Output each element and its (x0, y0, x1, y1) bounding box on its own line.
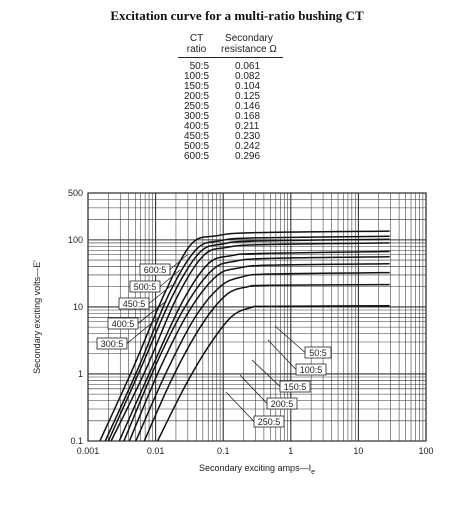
curve-label: 300:5 (101, 339, 124, 349)
curve-50-5 (156, 305, 390, 441)
curve-500-5 (104, 235, 390, 441)
curve-label: 150:5 (284, 382, 307, 392)
table-cell-resistance: 0.146 (235, 101, 261, 112)
curve-150-5 (135, 271, 390, 441)
table-cell-resistance: 0.061 (235, 61, 261, 72)
x-tick-label: 100 (418, 446, 433, 456)
curve-label-box (129, 280, 161, 293)
y-tick-label: 0.1 (70, 436, 83, 446)
table-cell-resistance: 0.168 (235, 111, 261, 122)
x-axis-label-main: Secondary exciting amps—I (199, 463, 311, 473)
table-cell-ratio: 200:5 (184, 91, 210, 102)
curve-label: 200:5 (271, 399, 294, 409)
curve-label: 100:5 (300, 365, 323, 375)
table-cell-ratio: 300:5 (184, 111, 210, 122)
curve-label: 600:5 (144, 265, 167, 275)
curve-200-5 (128, 263, 390, 441)
x-axis-label-subscript: e (311, 469, 315, 476)
table-cell-resistance: 0.211 (235, 121, 260, 132)
table-row: 200:5 0.125 (178, 92, 283, 102)
curve-300-5 (118, 250, 390, 441)
table-row: 150:5 0.104 (178, 82, 283, 92)
table-cell-resistance: 0.242 (235, 141, 261, 152)
curve-label: 50:5 (309, 348, 327, 358)
table-row: 50:5 0.061 (178, 58, 283, 73)
curve-label-leader (137, 301, 166, 324)
table-cell-resistance: 0.230 (235, 131, 261, 142)
curve-label-leader (274, 325, 306, 353)
curve-label-leader (148, 284, 173, 304)
table-cell-ratio: 150:5 (184, 81, 210, 92)
curve-label-leader (159, 269, 181, 287)
curve-250-5 (123, 256, 390, 441)
y-axis-label: Secondary exciting volts—E' (32, 260, 42, 374)
curve-label-box (295, 363, 327, 376)
table-row: 300:5 0.168 (178, 112, 283, 122)
curve-400-5 (110, 242, 390, 441)
curve-label-box (253, 415, 285, 428)
table-cell-resistance: 0.104 (235, 81, 261, 92)
y-tick-label: 10 (73, 302, 83, 312)
curve-label-leader (126, 317, 159, 344)
y-tick-label: 1 (78, 369, 83, 379)
curve-label-box (266, 397, 298, 410)
table-row: 400:5 0.211 (178, 122, 283, 132)
x-tick-label: 10 (353, 446, 363, 456)
x-tick-label: 0.1 (217, 446, 230, 456)
curve-label: 250:5 (258, 417, 281, 427)
table-header-secondary: Secondary (225, 33, 273, 44)
table-cell-ratio: 100:5 (184, 71, 210, 82)
table-cell-resistance: 0.082 (235, 71, 261, 82)
curve-450-5 (107, 238, 390, 441)
table-row: 450:5 0.230 (178, 132, 283, 142)
curve-label-box (139, 263, 171, 276)
curve-label-leader (169, 254, 188, 270)
curve-100-5 (143, 283, 390, 441)
table-cell-ratio: 500:5 (184, 141, 210, 152)
curve-label-box (279, 380, 311, 393)
curve-label: 450:5 (123, 299, 146, 309)
table-row: 500:5 0.242 (178, 142, 283, 152)
curve-label-leader (225, 391, 255, 422)
table-cell-resistance: 0.125 (235, 91, 261, 102)
curve-label: 400:5 (112, 319, 135, 329)
curve-label-leader (267, 339, 297, 370)
y-tick-label: 500 (68, 188, 83, 198)
curve-600-5 (99, 230, 390, 441)
table-cell-resistance: 0.296 (235, 151, 261, 162)
curve-label-box (107, 317, 139, 330)
x-axis-label: Secondary exciting amps—Ie (199, 463, 315, 476)
curve-label-box (118, 297, 150, 310)
table-row: 250:5 0.146 (178, 102, 283, 112)
x-tick-label: 0.001 (77, 446, 100, 456)
x-tick-label: 1 (288, 446, 293, 456)
table-row: 600:5 0.296 (178, 152, 283, 162)
table-header-resistance: resistance Ω (215, 44, 283, 58)
table-cell-ratio: 450:5 (184, 131, 210, 142)
table-cell-ratio: 400:5 (184, 121, 210, 132)
curve-label-leader (239, 374, 268, 404)
chart-title: Excitation curve for a multi-ratio bushi… (110, 8, 364, 23)
curve-label-box (96, 337, 128, 350)
table-header-ct: CT (189, 33, 204, 44)
ct-ratio-table: CT Secondary ratio resistance Ω 50:5 0.06… (178, 33, 283, 162)
table-cell-ratio: 50:5 (189, 61, 210, 72)
x-tick-label: 0.01 (147, 446, 165, 456)
table-row: 100:5 0.082 (178, 72, 283, 82)
table-cell-ratio: 600:5 (184, 151, 210, 162)
y-tick-label: 100 (68, 235, 83, 245)
table-cell-ratio: 250:5 (184, 101, 210, 112)
table-body: 50:5 0.061 100:5 0.082 150:5 0.104 200:5 0.125 2… (178, 58, 283, 163)
curve-label: 500:5 (134, 282, 157, 292)
curve-label-leader (251, 359, 281, 387)
curve-label-box (304, 346, 332, 359)
table-header-ratio: ratio (178, 44, 216, 58)
